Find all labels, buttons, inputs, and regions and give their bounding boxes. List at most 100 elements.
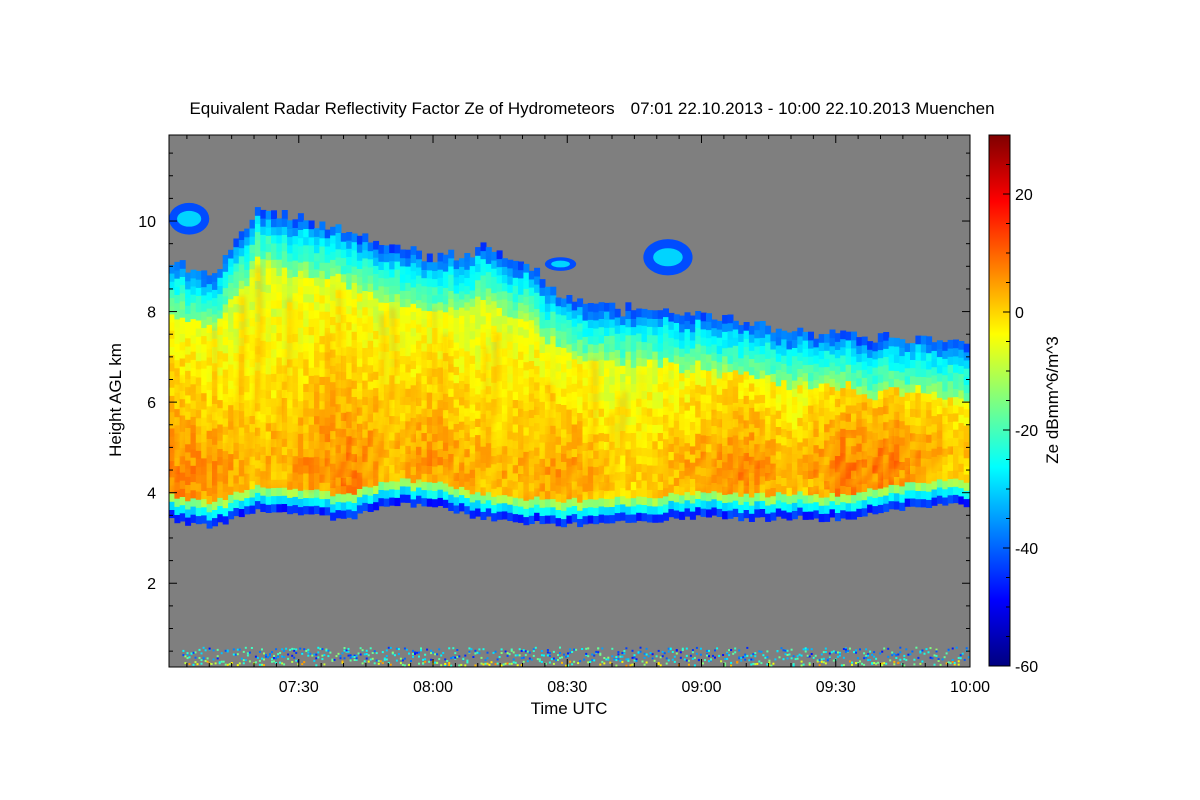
reflectivity-cell — [297, 237, 304, 247]
reflectivity-cell — [550, 441, 557, 451]
reflectivity-cell — [179, 463, 186, 473]
reflectivity-cell — [657, 489, 664, 499]
reflectivity-cell — [861, 418, 868, 427]
reflectivity-cell — [174, 310, 181, 320]
reflectivity-cell — [652, 400, 659, 409]
reflectivity-cell — [732, 337, 739, 346]
reflectivity-cell — [684, 369, 691, 378]
reflectivity-cell — [582, 303, 589, 313]
ground-clutter-pixel — [200, 652, 203, 655]
reflectivity-cell — [732, 353, 739, 363]
reflectivity-cell — [238, 239, 245, 249]
reflectivity-cell — [818, 448, 825, 457]
reflectivity-cell — [931, 350, 938, 360]
reflectivity-cell — [238, 492, 245, 501]
reflectivity-cell — [469, 322, 476, 332]
reflectivity-cell — [442, 458, 449, 468]
reflectivity-cell — [802, 348, 809, 357]
reflectivity-cell — [539, 319, 546, 329]
reflectivity-cell — [308, 277, 315, 287]
reflectivity-cell — [711, 352, 718, 361]
ground-clutter-pixel — [802, 663, 805, 666]
reflectivity-cell — [195, 344, 202, 354]
reflectivity-cell — [883, 348, 890, 357]
reflectivity-cell — [625, 481, 632, 491]
reflectivity-cell — [856, 443, 863, 452]
reflectivity-cell — [824, 439, 831, 449]
reflectivity-cell — [684, 426, 691, 436]
reflectivity-cell — [244, 383, 251, 393]
ground-clutter-pixel — [317, 646, 320, 649]
ground-clutter-pixel — [520, 650, 523, 652]
reflectivity-cell — [899, 428, 906, 438]
reflectivity-cell — [851, 510, 857, 520]
ground-clutter-pixel — [232, 648, 235, 651]
reflectivity-cell — [797, 327, 804, 337]
reflectivity-cell — [550, 319, 557, 328]
reflectivity-cell — [861, 483, 868, 492]
reflectivity-cell — [383, 302, 390, 312]
ground-clutter-pixel — [591, 658, 594, 661]
reflectivity-cell — [185, 305, 192, 314]
reflectivity-cell — [958, 373, 965, 383]
reflectivity-cell — [459, 339, 465, 349]
reflectivity-cell — [501, 494, 508, 504]
reflectivity-cell — [598, 334, 605, 344]
reflectivity-cell — [416, 266, 422, 276]
reflectivity-cell — [174, 514, 181, 524]
reflectivity-cell — [346, 329, 353, 339]
reflectivity-cell — [432, 278, 439, 288]
ground-clutter-pixel — [200, 659, 203, 662]
reflectivity-cell — [571, 415, 578, 425]
ground-clutter-pixel — [381, 651, 384, 654]
reflectivity-cell — [265, 406, 272, 416]
ground-clutter-pixel — [714, 656, 716, 659]
reflectivity-cell — [791, 404, 798, 414]
reflectivity-cell — [201, 351, 208, 361]
ground-clutter-pixel — [214, 662, 217, 665]
reflectivity-cell — [657, 513, 664, 523]
ground-clutter-pixel — [321, 648, 324, 651]
reflectivity-cell — [340, 281, 347, 291]
reflectivity-cell — [421, 440, 428, 450]
reflectivity-cell — [743, 501, 750, 510]
reflectivity-cell — [824, 472, 831, 482]
reflectivity-cell — [405, 396, 412, 406]
ground-clutter-pixel — [552, 662, 555, 665]
reflectivity-cell — [577, 331, 584, 340]
reflectivity-cell — [297, 416, 304, 426]
ground-clutter-pixel — [335, 655, 338, 658]
reflectivity-cell — [238, 247, 245, 257]
reflectivity-cell — [657, 383, 664, 393]
ground-clutter-pixel — [462, 658, 465, 661]
reflectivity-cell — [673, 428, 680, 438]
reflectivity-cell — [738, 414, 745, 424]
reflectivity-cell — [389, 293, 396, 302]
reflectivity-cell — [469, 461, 476, 470]
fall-streak — [701, 433, 736, 494]
reflectivity-cell — [829, 459, 836, 469]
reflectivity-cell — [319, 376, 326, 385]
reflectivity-cell — [544, 466, 551, 475]
reflectivity-cell — [475, 491, 482, 501]
reflectivity-cell — [947, 339, 954, 349]
reflectivity-cell — [888, 378, 895, 388]
reflectivity-cell — [475, 336, 482, 346]
reflectivity-cell — [953, 494, 959, 504]
reflectivity-cell — [641, 341, 648, 351]
reflectivity-cell — [561, 420, 567, 430]
ground-clutter-pixel — [764, 656, 767, 659]
reflectivity-cell — [206, 389, 213, 399]
reflectivity-cell — [679, 323, 686, 333]
reflectivity-cell — [834, 349, 841, 359]
reflectivity-cell — [534, 316, 541, 326]
reflectivity-cell — [867, 381, 874, 391]
ground-clutter-pixel — [498, 656, 501, 658]
reflectivity-cell — [716, 320, 723, 330]
reflectivity-cell — [281, 495, 288, 504]
ground-clutter-pixel — [307, 648, 310, 651]
reflectivity-cell — [271, 275, 277, 285]
reflectivity-cell — [920, 457, 927, 467]
reflectivity-cell — [673, 493, 680, 503]
reflectivity-cell — [260, 478, 267, 488]
